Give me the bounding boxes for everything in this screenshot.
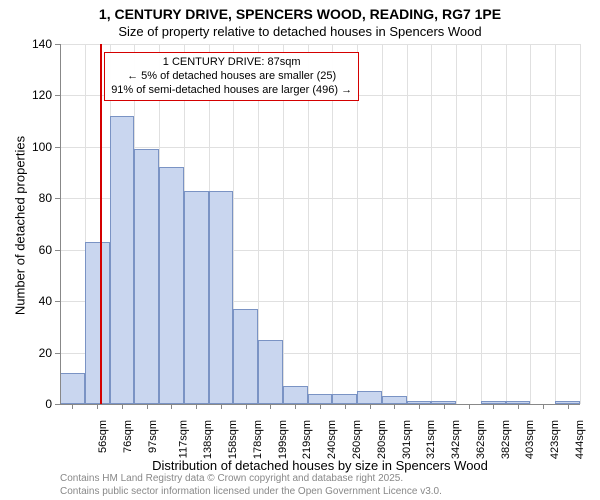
grid-line-v <box>456 44 457 404</box>
grid-line-v <box>407 44 408 404</box>
x-axis-title: Distribution of detached houses by size … <box>60 458 580 473</box>
grid-line-v <box>431 44 432 404</box>
histogram-bar <box>209 191 234 404</box>
x-axis-line <box>60 404 580 405</box>
y-axis-line <box>60 44 61 404</box>
x-tick-label: 382sqm <box>500 420 512 459</box>
y-axis-title: Number of detached properties <box>13 126 28 326</box>
x-tick-label: 97sqm <box>147 420 159 453</box>
x-tick-label: 199sqm <box>277 420 289 459</box>
footer-line-2: Contains public sector information licen… <box>60 486 442 499</box>
grid-line-h <box>60 44 580 45</box>
x-tick-label: 342sqm <box>450 420 462 459</box>
x-tick-label: 138sqm <box>203 420 215 459</box>
x-tick-label: 301sqm <box>401 420 413 459</box>
histogram-bar <box>283 386 308 404</box>
x-tick-label: 158sqm <box>227 420 239 459</box>
histogram-bar <box>382 396 407 404</box>
grid-line-h <box>60 147 580 148</box>
grid-line-v <box>580 44 581 404</box>
x-tick-label: 362sqm <box>475 420 487 459</box>
histogram-bar <box>159 167 184 404</box>
grid-line-v <box>555 44 556 404</box>
annotation-line: 1 CENTURY DRIVE: 87sqm <box>111 56 352 70</box>
title-block: 1, CENTURY DRIVE, SPENCERS WOOD, READING… <box>0 0 600 40</box>
x-tick-label: 280sqm <box>376 420 388 459</box>
title-sub: Size of property relative to detached ho… <box>0 24 600 40</box>
x-tick-label: 403sqm <box>524 420 536 459</box>
chart-container: 1, CENTURY DRIVE, SPENCERS WOOD, READING… <box>0 0 600 500</box>
x-tick-label: 444sqm <box>574 420 586 459</box>
x-tick-label: 423sqm <box>549 420 561 459</box>
x-tick-label: 260sqm <box>351 420 363 459</box>
y-tick-label: 140 <box>12 37 52 51</box>
grid-line-v <box>481 44 482 404</box>
histogram-bar <box>60 373 85 404</box>
histogram-bar <box>85 242 110 404</box>
histogram-bar <box>134 149 159 404</box>
annotation-line: 91% of semi-detached houses are larger (… <box>111 84 352 98</box>
y-tick-label: 20 <box>12 346 52 360</box>
histogram-bar <box>110 116 135 404</box>
grid-line-v <box>382 44 383 404</box>
y-tick-label: 120 <box>12 88 52 102</box>
grid-line-v <box>506 44 507 404</box>
x-tick-label: 76sqm <box>122 420 134 453</box>
x-tick-label: 178sqm <box>252 420 264 459</box>
title-main: 1, CENTURY DRIVE, SPENCERS WOOD, READING… <box>0 6 600 24</box>
histogram-bar <box>258 340 283 404</box>
histogram-bar <box>308 394 333 404</box>
footer-line-1: Contains HM Land Registry data © Crown c… <box>60 473 442 486</box>
annotation-box: 1 CENTURY DRIVE: 87sqm← 5% of detached h… <box>104 52 359 101</box>
footer-attribution: Contains HM Land Registry data © Crown c… <box>60 473 442 498</box>
x-tick-label: 219sqm <box>302 420 314 459</box>
histogram-bar <box>332 394 357 404</box>
histogram-bar <box>184 191 209 404</box>
x-tick-label: 321sqm <box>425 420 437 459</box>
x-tick-label: 117sqm <box>177 420 189 458</box>
x-tick-label: 240sqm <box>326 420 338 459</box>
y-tick-label: 0 <box>12 397 52 411</box>
plot-area: 02040608010012014056sqm76sqm97sqm117sqm1… <box>60 44 580 404</box>
histogram-bar <box>357 391 382 404</box>
property-marker-line <box>100 44 102 404</box>
annotation-line: ← 5% of detached houses are smaller (25) <box>111 70 352 84</box>
grid-line-v <box>530 44 531 404</box>
x-tick-label: 56sqm <box>97 420 109 453</box>
histogram-bar <box>233 309 258 404</box>
